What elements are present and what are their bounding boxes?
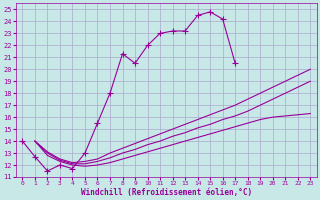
X-axis label: Windchill (Refroidissement éolien,°C): Windchill (Refroidissement éolien,°C) [81, 188, 252, 197]
